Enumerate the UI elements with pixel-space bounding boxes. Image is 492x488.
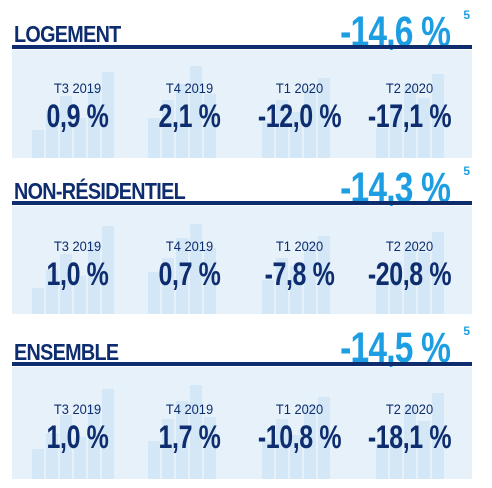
metric-period: T4 2019 [165, 80, 214, 96]
metric-period: T2 2020 [385, 80, 434, 96]
metric-value: -18,1 % [367, 419, 452, 455]
section-non-residentiel: NON-RÉSIDENTIEL -14,3 % 5 T3 2019 1,0 % … [0, 160, 492, 320]
metric-item: T3 2019 0,9 % [20, 80, 135, 134]
metric-value: 0,7 % [158, 256, 221, 292]
metric-period: T1 2020 [275, 401, 324, 417]
values-panel: T3 2019 1,0 % T4 2019 1,7 % T1 2020 -10,… [12, 367, 472, 479]
metric-value: 2,1 % [158, 98, 221, 134]
metric-item: T2 2020 -18,1 % [352, 401, 467, 455]
footnote-marker: 5 [463, 164, 470, 178]
section-title: ENSEMBLE [14, 339, 119, 365]
section-rule [12, 362, 472, 366]
decorative-bars [12, 367, 472, 479]
metric-value: -7,8 % [264, 256, 335, 292]
metric-item: T4 2019 1,7 % [132, 401, 247, 455]
metric-value: 1,7 % [158, 419, 221, 455]
metric-value: -17,1 % [367, 98, 452, 134]
metric-item: T1 2020 -12,0 % [242, 80, 357, 134]
metric-item: T1 2020 -7,8 % [242, 238, 357, 292]
metric-period: T4 2019 [165, 238, 214, 254]
metric-item: T3 2019 1,0 % [20, 238, 135, 292]
metric-value: -12,0 % [257, 98, 342, 134]
footnote-marker: 5 [463, 324, 470, 338]
section-title: NON-RÉSIDENTIEL [14, 178, 186, 204]
metric-item: T4 2019 0,7 % [132, 238, 247, 292]
metric-period: T2 2020 [385, 401, 434, 417]
metric-period: T2 2020 [385, 238, 434, 254]
metric-item: T4 2019 2,1 % [132, 80, 247, 134]
section-rule [12, 45, 472, 49]
values-panel: T3 2019 1,0 % T4 2019 0,7 % T1 2020 -7,8… [12, 206, 472, 314]
metric-value: -20,8 % [367, 256, 452, 292]
section-ensemble: ENSEMBLE -14,5 % 5 T3 2019 1,0 % T4 2019… [0, 320, 492, 488]
section-logement: LOGEMENT -14,6 % 5 T3 2019 0,9 % T4 2019… [0, 0, 492, 160]
metric-period: T4 2019 [165, 401, 214, 417]
section-rule [12, 201, 472, 205]
metric-period: T3 2019 [53, 401, 102, 417]
metric-value: 0,9 % [46, 98, 109, 134]
footnote-marker: 5 [463, 8, 470, 22]
metric-value: 1,0 % [46, 419, 109, 455]
metric-item: T2 2020 -17,1 % [352, 80, 467, 134]
decorative-bars [12, 206, 472, 314]
metric-period: T3 2019 [53, 80, 102, 96]
metric-value: -10,8 % [257, 419, 342, 455]
section-title: LOGEMENT [14, 21, 121, 47]
metric-item: T1 2020 -10,8 % [242, 401, 357, 455]
metric-period: T1 2020 [275, 238, 324, 254]
metric-item: T3 2019 1,0 % [20, 401, 135, 455]
decorative-bars [12, 50, 472, 158]
metric-period: T3 2019 [53, 238, 102, 254]
metric-value: 1,0 % [46, 256, 109, 292]
metric-period: T1 2020 [275, 80, 324, 96]
values-panel: T3 2019 0,9 % T4 2019 2,1 % T1 2020 -12,… [12, 50, 472, 158]
metric-item: T2 2020 -20,8 % [352, 238, 467, 292]
